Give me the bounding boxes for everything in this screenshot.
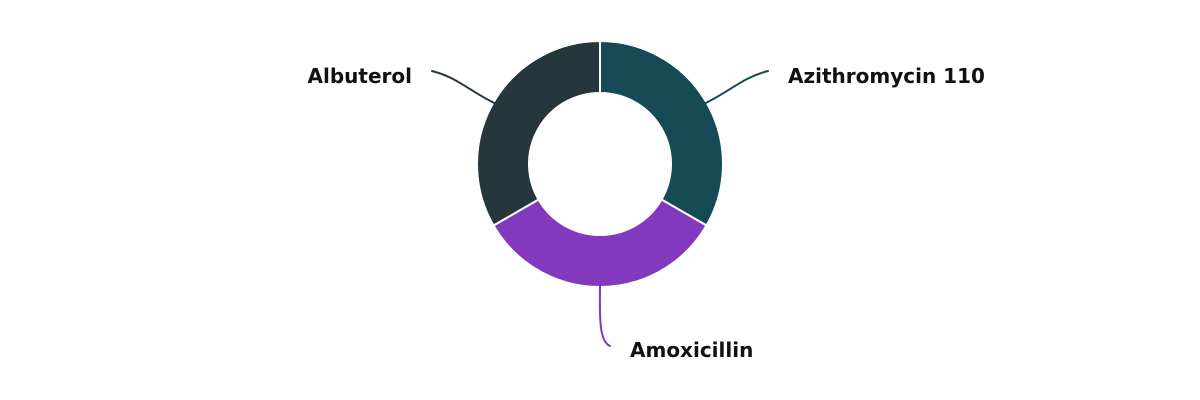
slice-label-amoxicillin: Amoxicillin xyxy=(630,338,753,362)
slice-albuterol[interactable] xyxy=(477,41,600,226)
leader-lines-layer xyxy=(432,71,768,346)
slice-label-azithromycin-110: Azithromycin 110 xyxy=(788,64,985,88)
slice-label-albuterol: Albuterol xyxy=(308,64,412,88)
leader-line-albuterol xyxy=(432,71,495,104)
slices-layer xyxy=(477,41,723,287)
slice-amoxicillin[interactable] xyxy=(493,200,706,287)
leader-line-azithromycin-110 xyxy=(705,71,768,104)
slice-azithromycin-110[interactable] xyxy=(600,41,723,226)
leader-line-amoxicillin xyxy=(600,285,610,346)
